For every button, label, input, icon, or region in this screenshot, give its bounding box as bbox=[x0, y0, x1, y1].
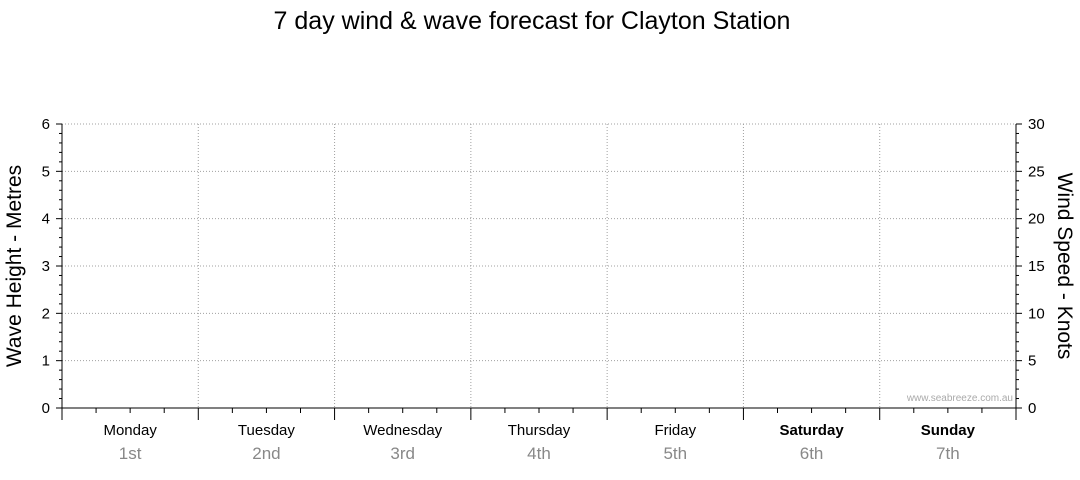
y-right-tick-label: 20 bbox=[1028, 211, 1045, 228]
y-right-tick-label: 30 bbox=[1028, 116, 1045, 133]
day-date-label: 1st bbox=[119, 444, 142, 463]
day-name-label: Monday bbox=[103, 422, 157, 439]
day-name-label: Saturday bbox=[779, 422, 844, 439]
y-right-tick-label: 25 bbox=[1028, 163, 1045, 180]
day-date-label: 7th bbox=[936, 444, 960, 463]
y-right-tick-label: 5 bbox=[1028, 353, 1036, 370]
y-left-tick-label: 0 bbox=[42, 400, 50, 417]
day-date-label: 3rd bbox=[390, 444, 415, 463]
y-left-tick-label: 5 bbox=[42, 163, 50, 180]
y-left-tick-label: 6 bbox=[42, 116, 50, 133]
axis-layer bbox=[56, 123, 1022, 420]
y-left-axis-label: Wave Height - Metres bbox=[3, 165, 26, 367]
y-left-tick-label: 1 bbox=[42, 353, 50, 370]
grid-layer bbox=[62, 123, 1016, 408]
day-date-label: 4th bbox=[527, 444, 551, 463]
y-left-tick-label: 4 bbox=[42, 211, 50, 228]
day-date-label: 2nd bbox=[252, 444, 280, 463]
day-date-label: 6th bbox=[800, 444, 824, 463]
day-name-label: Sunday bbox=[921, 422, 976, 439]
y-right-tick-label: 15 bbox=[1028, 258, 1045, 275]
watermark: www.seabreeze.com.au bbox=[906, 393, 1013, 404]
y-left-tick-label: 3 bbox=[42, 258, 50, 275]
label-layer: 0 1 2 3 4 5 6 0 5 10 15 20 25 30 Monday 1st Tuesday 2nd We… bbox=[42, 116, 1045, 463]
day-date-label: 5th bbox=[663, 444, 687, 463]
y-left-tick-label: 2 bbox=[42, 305, 50, 322]
day-name-label: Thursday bbox=[508, 422, 571, 439]
y-right-tick-label: 0 bbox=[1028, 400, 1036, 417]
day-name-label: Wednesday bbox=[363, 422, 442, 439]
y-right-tick-label: 10 bbox=[1028, 305, 1045, 322]
day-name-label: Friday bbox=[654, 422, 696, 439]
y-right-axis-label: Wind Speed - Knots bbox=[1053, 173, 1076, 360]
chart-title: 7 day wind & wave forecast for Clayton S… bbox=[274, 7, 791, 35]
day-name-label: Tuesday bbox=[238, 422, 295, 439]
